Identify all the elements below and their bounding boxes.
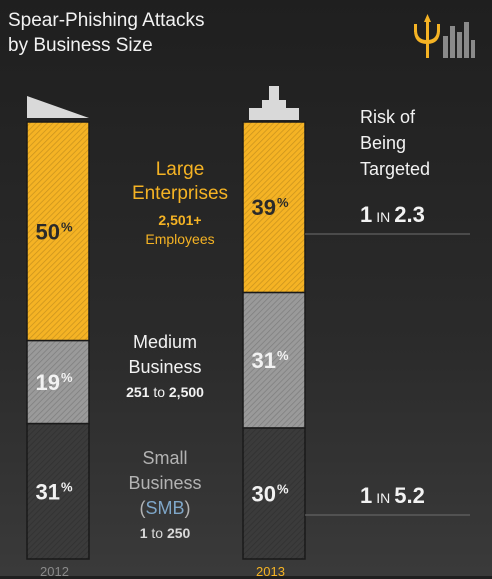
small-abbr: (SMB) — [95, 496, 235, 521]
chart-title: Spear-Phishing Attacks by Business Size — [8, 8, 308, 58]
risk-large-enterprises: 1 IN 2.3 — [360, 202, 425, 228]
bar-texture-2012-small — [27, 423, 89, 559]
data-label-2012-medium: 19% — [35, 370, 72, 395]
bar-texture-2012-large — [27, 122, 89, 341]
risk-heading-line-3: Targeted — [360, 159, 431, 179]
title-line-2: by Business Size — [8, 35, 153, 56]
year-label-2012: 2012 — [40, 564, 69, 579]
data-label-suffix-2012-large: % — [61, 219, 73, 234]
risk-heading: Risk of Being Targeted — [360, 104, 430, 182]
bar-2013-cap — [249, 86, 299, 120]
large-count: 2,501+ — [158, 212, 202, 228]
medium-name-line-1: Medium — [132, 332, 198, 352]
small-range-end: 250 — [166, 525, 191, 541]
small-name-line-2: Business — [128, 473, 202, 493]
year-label-2013: 2013 — [256, 564, 285, 579]
risk-small-one: 1 — [360, 483, 373, 508]
data-label-suffix-2012-medium: % — [61, 370, 73, 385]
risk-large-in: IN — [376, 209, 391, 225]
title-line-1: Spear-Phishing Attacks — [8, 10, 205, 31]
risk-small-business: 1 IN 5.2 — [360, 483, 425, 509]
small-range-start: 1 — [139, 525, 148, 541]
bar-texture-2013-medium — [243, 292, 305, 428]
risk-small-value: 5.2 — [394, 483, 425, 508]
bar-2012-cap — [27, 96, 89, 118]
data-label-suffix-2012-small: % — [61, 479, 73, 494]
trident-city-skyline-icon — [414, 14, 475, 58]
bar-texture-2012-medium — [27, 340, 89, 424]
large-name-line-2: Enterprises — [131, 183, 229, 204]
medium-range-end: 2,500 — [168, 384, 204, 400]
data-label-2013-large: 39% — [251, 195, 288, 220]
large-name-line-1: Large — [155, 159, 205, 180]
bar-texture-2013-large — [243, 122, 305, 293]
small-abbr-open: ( — [139, 498, 146, 518]
label-large-enterprises: Large Enterprises 2,501+ Employees — [100, 158, 260, 248]
label-small-business: Small Business (SMB) 1 to 250 — [95, 446, 235, 543]
small-range: 1 to 250 — [95, 523, 235, 543]
risk-large-value: 2.3 — [394, 202, 425, 227]
data-label-suffix-2013-small: % — [277, 481, 289, 496]
risk-heading-line-2: Being — [360, 133, 407, 153]
small-abbr-close: ) — [184, 498, 191, 518]
bar-texture-2013-small — [243, 427, 305, 559]
small-range-to: to — [151, 525, 164, 541]
small-abbr-text: SMB — [145, 498, 185, 518]
data-label-suffix-2013-large: % — [277, 195, 289, 210]
risk-heading-line-1: Risk of — [360, 107, 416, 127]
medium-range-start: 251 — [126, 384, 150, 400]
data-label-2013-small: 30% — [251, 481, 288, 506]
medium-range: 251 to 2,500 — [95, 382, 235, 402]
small-name-line-1: Small — [142, 448, 188, 468]
risk-small-in: IN — [376, 490, 391, 506]
label-medium-business: Medium Business 251 to 2,500 — [95, 330, 235, 402]
medium-name-line-2: Business — [128, 357, 202, 377]
risk-large-one: 1 — [360, 202, 373, 227]
large-unit: Employees — [145, 231, 215, 247]
data-label-suffix-2013-medium: % — [277, 348, 289, 363]
medium-range-to: to — [153, 384, 165, 400]
